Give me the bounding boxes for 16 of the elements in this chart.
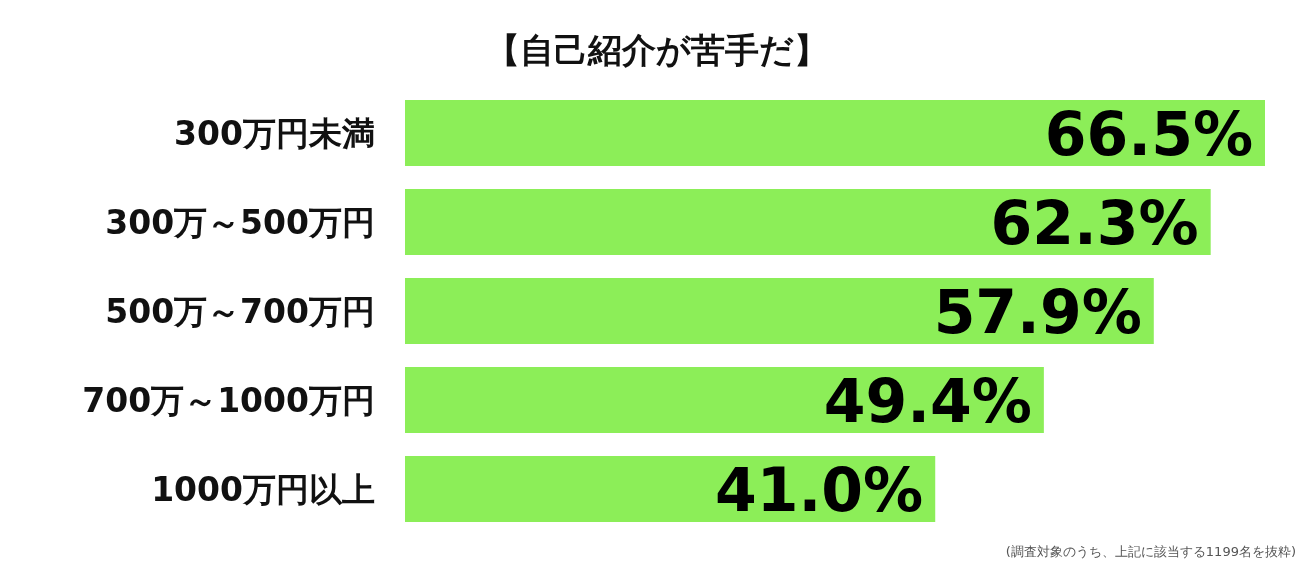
y-tick-label: 300万～500万円 [105,203,375,242]
data-label: 49.4% [823,366,1032,436]
data-label: 41.0% [715,455,924,525]
y-tick-label: 1000万円以上 [151,470,375,509]
data-label: 62.3% [990,188,1199,258]
text: (調査対象のうち、上記に該当する1199名を抜粋) [1005,544,1296,559]
chart-title: 【自己紹介が苦手だ】 [486,30,828,70]
data-label: 57.9% [933,277,1142,347]
bar [405,367,1044,433]
y-tick-label: 300万円未満 [174,114,375,153]
bar [405,189,1211,255]
bar [405,100,1265,166]
bar [405,278,1154,344]
y-tick-label: 700万～1000万円 [82,381,375,420]
data-label: 66.5% [1044,99,1253,169]
y-tick-label: 500万～700万円 [105,292,375,331]
